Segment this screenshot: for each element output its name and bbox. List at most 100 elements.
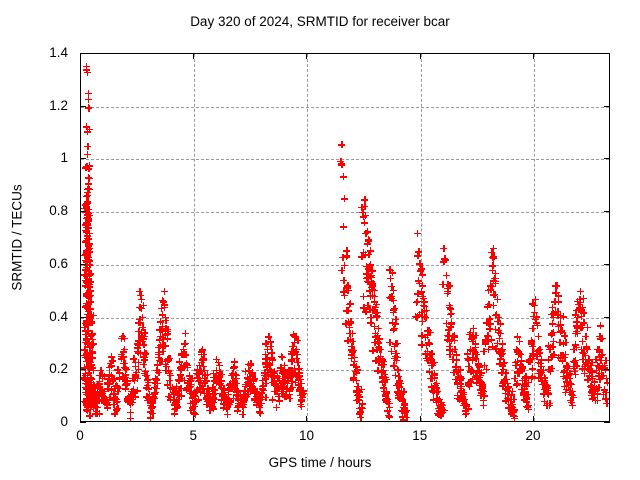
data-point <box>81 270 88 278</box>
data-point <box>480 387 488 395</box>
data-point <box>84 174 92 182</box>
data-point <box>85 229 93 237</box>
data-point <box>351 353 359 361</box>
data-point <box>204 385 212 393</box>
data-point <box>534 332 542 340</box>
y-axis-label: SRMTID / TECUs <box>9 184 25 291</box>
data-point <box>164 325 172 333</box>
gridline-vertical <box>194 54 196 421</box>
data-point <box>532 319 540 327</box>
data-point <box>340 261 348 269</box>
data-point <box>158 325 166 333</box>
data-point <box>83 204 91 212</box>
data-point <box>140 341 148 349</box>
data-point <box>153 384 161 392</box>
data-point <box>143 384 150 392</box>
data-point <box>88 364 96 372</box>
data-point <box>98 392 106 400</box>
data-point <box>131 363 139 371</box>
data-point <box>376 345 384 353</box>
y-tick-mark <box>80 211 86 213</box>
y-tick-label: 0.4 <box>49 308 68 324</box>
data-point <box>496 329 504 337</box>
data-point <box>139 301 147 309</box>
data-point <box>390 326 398 334</box>
data-point <box>175 358 183 366</box>
data-point <box>175 391 183 399</box>
data-point <box>114 404 122 412</box>
data-point <box>339 173 347 181</box>
x-tick-mark-top <box>419 53 421 59</box>
data-point <box>418 271 426 279</box>
data-point <box>489 301 497 309</box>
data-point <box>473 350 481 358</box>
data-point <box>154 361 162 369</box>
data-point <box>133 347 141 355</box>
data-point <box>163 381 171 389</box>
plot-area <box>80 53 610 422</box>
data-point <box>395 372 403 380</box>
data-point <box>105 370 113 378</box>
x-tick-label: 0 <box>76 428 84 443</box>
data-point <box>109 377 117 385</box>
data-point <box>195 361 203 369</box>
data-point <box>150 383 158 391</box>
data-point <box>81 323 89 331</box>
data-point <box>82 401 90 409</box>
data-point <box>380 360 388 368</box>
data-point <box>340 223 348 231</box>
data-point <box>82 258 90 266</box>
data-point <box>101 394 109 402</box>
data-point <box>166 396 174 404</box>
x-tick-mark <box>80 416 81 422</box>
data-point <box>160 287 168 295</box>
data-point <box>350 346 358 354</box>
data-point <box>84 327 92 335</box>
data-point <box>363 240 371 248</box>
data-point <box>468 335 476 343</box>
data-point <box>428 350 436 358</box>
data-point <box>83 214 91 222</box>
data-point <box>442 271 450 279</box>
data-point <box>187 389 195 397</box>
data-point <box>110 375 118 383</box>
data-point <box>151 390 159 398</box>
data-point <box>458 382 465 390</box>
y-tick-label: 0.8 <box>49 203 68 219</box>
data-point <box>188 404 196 412</box>
data-point <box>602 374 609 382</box>
data-point <box>83 163 91 171</box>
data-point <box>392 315 400 323</box>
data-point <box>415 279 423 287</box>
data-point <box>141 356 149 364</box>
data-point <box>558 327 566 335</box>
data-point <box>215 361 223 369</box>
data-point <box>127 398 135 406</box>
data-point <box>116 369 123 377</box>
data-point <box>147 404 155 412</box>
data-point <box>188 374 196 382</box>
data-point <box>82 303 90 311</box>
data-point <box>145 394 153 402</box>
data-point <box>85 307 93 315</box>
data-point <box>85 343 93 351</box>
data-point <box>135 327 143 335</box>
data-point <box>570 345 578 353</box>
data-point <box>105 363 113 371</box>
data-point <box>111 410 119 418</box>
data-point <box>83 272 91 280</box>
data-point <box>349 337 357 345</box>
data-point <box>400 416 408 421</box>
data-point <box>251 375 259 383</box>
data-point <box>192 387 200 395</box>
gridline-vertical <box>307 54 309 421</box>
data-point <box>294 358 302 366</box>
data-point <box>92 403 100 411</box>
data-point <box>354 382 362 390</box>
data-point <box>85 313 93 321</box>
data-point <box>85 289 93 297</box>
data-point <box>130 355 138 363</box>
data-point <box>561 354 569 362</box>
data-point <box>158 357 166 365</box>
data-point <box>167 384 174 392</box>
